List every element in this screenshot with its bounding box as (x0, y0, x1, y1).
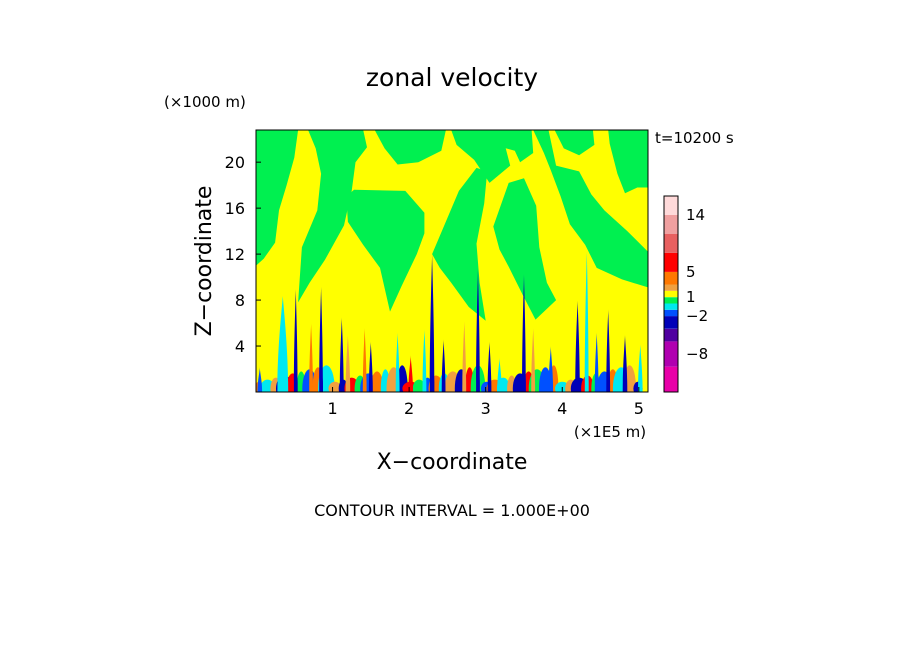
green-region-1 (298, 130, 367, 303)
green-region-2 (346, 189, 425, 312)
colorbar-level-7 (664, 290, 678, 298)
plume-17 (497, 357, 502, 392)
green-region-7 (493, 178, 557, 320)
colorbar-level-3 (664, 316, 678, 329)
colorbar-level-4 (664, 309, 678, 317)
colorbar-tick-label: 1 (686, 288, 696, 306)
green-region-10 (608, 130, 648, 194)
y-tick-label: 20 (225, 153, 245, 172)
colorbar-level-9 (664, 271, 678, 285)
colorbar-tick-label: 14 (686, 206, 705, 224)
plume-8 (368, 341, 373, 392)
ground-blob (412, 379, 426, 392)
colorbar-level-0 (664, 366, 678, 392)
x-tick-label: 4 (557, 399, 567, 418)
x-tick-label: 5 (634, 399, 644, 418)
colorbar-level-12 (664, 215, 678, 234)
x-axis-ticks: 1 2 3 4 5 (327, 387, 644, 418)
plume-20 (548, 346, 554, 392)
green-region-3 (374, 130, 446, 165)
contour-interval-note: CONTOUR INTERVAL = 1.000E+00 (314, 501, 590, 520)
y-tick-label: 8 (235, 291, 245, 310)
green-region-4 (432, 167, 488, 321)
colorbar-tick-label: 5 (686, 263, 696, 281)
colorbar-level-5 (664, 303, 678, 310)
plume-3 (309, 323, 313, 392)
plume-18 (522, 273, 526, 392)
y-axis-label: Z−coordinate (192, 186, 217, 337)
plume-1 (277, 295, 289, 392)
plot-frame (255, 129, 649, 393)
colorbar: 14 5 1−2 −8 (663, 195, 708, 393)
green-region-5 (451, 130, 511, 183)
plume-5 (339, 317, 344, 392)
x-axis-unit: (×1E5 m) (574, 423, 646, 441)
x-tick-label: 2 (404, 399, 414, 418)
plume-25 (622, 334, 628, 392)
plume-15 (476, 267, 480, 392)
colorbar-level-6 (664, 297, 678, 304)
plume-23 (594, 332, 599, 392)
colorbar-tick-label: −2 (686, 307, 708, 325)
colorbar-tick-label: −8 (686, 345, 708, 363)
plot-area (256, 130, 648, 392)
green-region-9 (554, 130, 595, 156)
colorbar-level-1 (664, 341, 678, 367)
plume-2 (293, 288, 298, 392)
low-level-structure-layer (256, 250, 643, 392)
plume-13 (441, 339, 446, 392)
plume-12 (429, 254, 435, 392)
plume-16 (487, 341, 492, 392)
plume-11 (422, 328, 427, 392)
plume-26 (638, 343, 643, 392)
plume-14 (462, 320, 467, 392)
plume-24 (606, 309, 611, 392)
green-region-layer (256, 130, 648, 321)
colorbar-level-11 (664, 233, 678, 253)
colorbar-level-8 (664, 284, 678, 291)
plume-22 (584, 250, 589, 392)
chart-title: zonal velocity (366, 63, 538, 92)
plume-4 (319, 286, 323, 392)
green-region-8 (533, 130, 648, 288)
colorbar-level-13 (664, 196, 678, 215)
colorbar-frame (663, 195, 679, 393)
y-tick-label: 12 (225, 245, 245, 264)
plume-21 (575, 300, 580, 392)
colorbar-level-2 (664, 328, 678, 342)
plume-6 (345, 334, 351, 392)
x-tick-label: 1 (327, 399, 337, 418)
colorbar-level-10 (664, 252, 678, 272)
y-axis-unit: (×1000 m) (164, 93, 246, 111)
x-axis-label: X−coordinate (377, 450, 528, 475)
y-tick-label: 4 (235, 337, 245, 356)
time-label: t=10200 s (655, 129, 734, 147)
y-tick-label: 16 (225, 199, 245, 218)
plume-10 (408, 355, 413, 392)
green-region-0 (256, 130, 299, 266)
ground-blob (370, 371, 384, 392)
y-axis-ticks: 4 8 12 16 20 (225, 153, 261, 356)
ground-blob (328, 381, 342, 392)
plume-7 (362, 327, 367, 392)
plume-0 (257, 366, 263, 392)
x-tick-label: 3 (481, 399, 491, 418)
green-region-6 (489, 130, 534, 163)
plume-9 (395, 332, 400, 392)
plume-19 (531, 327, 536, 392)
